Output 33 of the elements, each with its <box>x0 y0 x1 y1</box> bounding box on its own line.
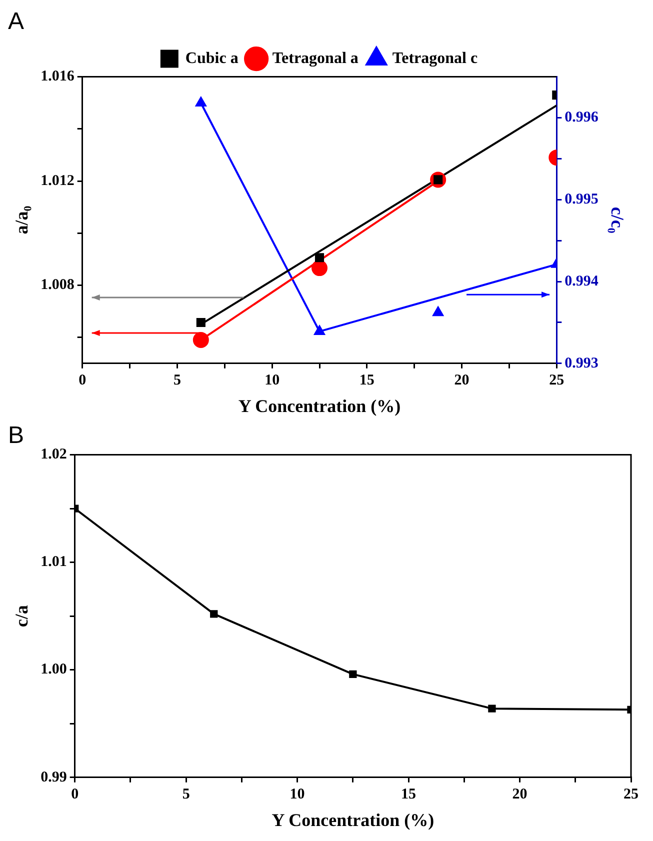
x-tick-label: 0 <box>78 372 86 388</box>
x-tick-label: 10 <box>264 372 280 388</box>
legend-label: Tetragonal c <box>392 50 478 67</box>
y-tick-label: 1.01 <box>40 554 67 570</box>
x-tick-label: 25 <box>624 786 638 802</box>
legend-label: Cubic a <box>185 50 238 67</box>
chart-title: B <box>8 422 24 450</box>
x-tick-label: 20 <box>512 786 528 802</box>
y2-tick-label: 0.995 <box>564 192 598 208</box>
y-axis-title: c/a <box>11 605 32 628</box>
x-tick-label: 0 <box>71 786 79 802</box>
x-axis-title: Y Concentration (%) <box>272 810 434 830</box>
y-axis-title: a/a₀ <box>11 206 32 234</box>
x-tick-label: 5 <box>182 786 190 802</box>
chart-title: A <box>8 8 24 36</box>
y-tick-label: 1.012 <box>40 172 74 189</box>
x-tick-label: 20 <box>454 372 470 388</box>
y-tick-label: 1.02 <box>40 446 67 463</box>
y2-tick-label: 0.994 <box>564 273 599 290</box>
y-tick-label: 1.008 <box>40 277 74 294</box>
y2-axis-title: c/c₀ <box>608 206 628 234</box>
y2-tick-label: 0.993 <box>564 355 598 372</box>
x-tick-label: 25 <box>549 372 564 388</box>
x-tick-label: 10 <box>290 786 305 802</box>
y-tick-label: 0.99 <box>40 769 67 786</box>
x-tick-label: 5 <box>173 372 181 388</box>
x-tick-label: 15 <box>401 786 416 802</box>
y2-tick-label: 0.996 <box>564 110 599 126</box>
y-tick-label: 1.016 <box>40 68 75 85</box>
x-tick-label: 15 <box>359 372 374 388</box>
x-axis-title: Y Concentration (%) <box>238 396 401 416</box>
legend-label: Tetragonal a <box>272 50 358 67</box>
y-tick-label: 1.00 <box>40 662 67 678</box>
